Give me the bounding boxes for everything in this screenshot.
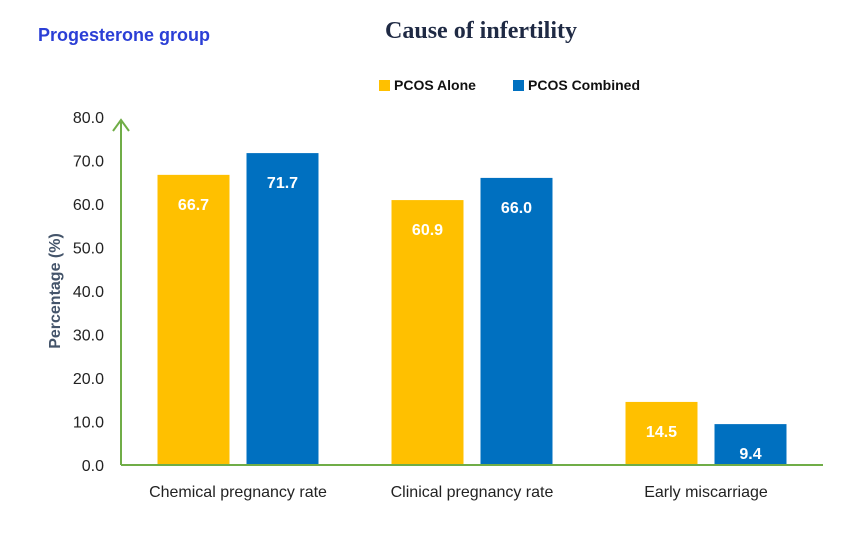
y-tick-label: 50.0 bbox=[73, 241, 104, 258]
bar-value-label: 66.7 bbox=[178, 197, 209, 214]
y-tick-label: 20.0 bbox=[73, 371, 104, 388]
bar-pcos-combined bbox=[714, 424, 787, 465]
legend-label-pcos-combined: PCOS Combined bbox=[528, 77, 640, 93]
bar-value-label: 60.9 bbox=[412, 222, 443, 239]
chart-subtitle: Progesterone group bbox=[38, 25, 210, 45]
y-tick-label: 10.0 bbox=[73, 415, 104, 432]
legend-label-pcos-alone: PCOS Alone bbox=[394, 77, 476, 93]
bar-pcos-alone bbox=[625, 401, 698, 465]
y-axis-ticks: 0.0 10.0 20.0 30.0 40.0 50.0 60.0 70.0 80.0 bbox=[73, 110, 104, 475]
x-category-label: Clinical pregnancy rate bbox=[391, 484, 554, 501]
bar-pcos-alone bbox=[391, 200, 464, 465]
y-axis-label: Percentage (%) bbox=[47, 233, 64, 349]
x-category-label: Early miscarriage bbox=[644, 484, 768, 501]
y-tick-label: 30.0 bbox=[73, 328, 104, 345]
bars bbox=[157, 153, 787, 466]
bar-value-label: 9.4 bbox=[739, 446, 761, 463]
bar-value-label: 71.7 bbox=[267, 175, 298, 192]
legend-swatch-pcos-alone bbox=[379, 80, 390, 91]
bar-labels: 66.7 71.7 60.9 66.0 14.5 9.4 bbox=[178, 175, 762, 463]
legend: PCOS Alone PCOS Combined bbox=[379, 77, 640, 93]
bar-pcos-combined bbox=[480, 177, 553, 465]
y-tick-label: 0.0 bbox=[82, 458, 104, 475]
bar-pcos-combined bbox=[246, 153, 319, 466]
y-axis-arrowhead bbox=[112, 118, 130, 132]
bar-pcos-alone bbox=[157, 174, 230, 466]
x-axis-labels: Chemical pregnancy rate Clinical pregnanc… bbox=[149, 484, 768, 501]
y-tick-label: 60.0 bbox=[73, 197, 104, 214]
bar-value-label: 14.5 bbox=[646, 424, 677, 441]
legend-swatch-pcos-combined bbox=[513, 80, 524, 91]
y-tick-label: 40.0 bbox=[73, 284, 104, 301]
x-category-label: Chemical pregnancy rate bbox=[149, 484, 327, 501]
bar-value-label: 66.0 bbox=[501, 200, 532, 217]
chart-title: Cause of infertility bbox=[385, 18, 577, 44]
y-tick-label: 70.0 bbox=[73, 154, 104, 171]
y-tick-label: 80.0 bbox=[73, 110, 104, 127]
